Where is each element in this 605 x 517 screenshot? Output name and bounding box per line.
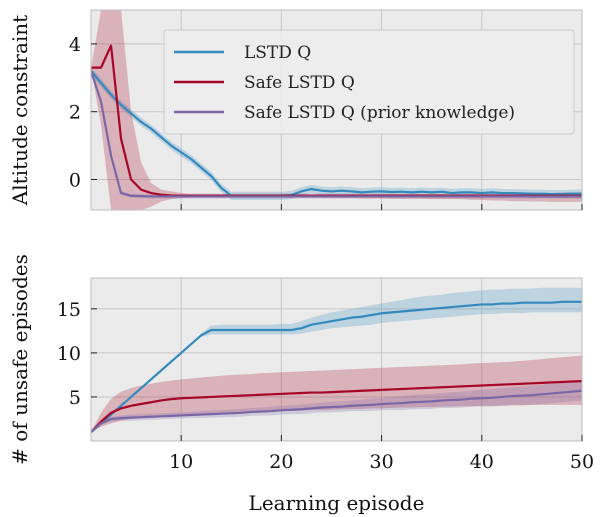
- x-tick-label: 40: [470, 451, 494, 473]
- legend-box: [163, 29, 575, 135]
- series-line: [91, 389, 582, 434]
- x-tick-label: 20: [269, 451, 293, 473]
- legend-entry: Safe LSTD Q (prior knowledge): [244, 103, 515, 123]
- x-tick-label: 50: [570, 451, 594, 473]
- x-tick-label: 30: [369, 451, 393, 473]
- plot-area: [91, 287, 582, 434]
- unsafe-episodes-panel: 10 20 30 40 50 5 10 15 # of unsafe episodes Learn…: [8, 254, 594, 515]
- legend: LSTD Q Safe LSTD Q Safe LSTD Q (prior know…: [163, 29, 575, 135]
- x-axis-label: Learning episode: [249, 491, 425, 515]
- plot-frame: [90, 277, 583, 442]
- y-axis-label: Altitude constraint: [8, 15, 32, 206]
- y-tick-label: 0: [69, 169, 81, 191]
- plot-area: [91, 10, 582, 210]
- series-line: [91, 70, 582, 197]
- y-tick-label: 10: [57, 343, 81, 365]
- plot-frame: [90, 9, 583, 211]
- y-axis-label: # of unsafe episodes: [8, 254, 32, 465]
- altitude-constraint-panel: 0 2 4 Altitude constraint LSTD Q Safe LSTD Q S…: [8, 9, 583, 211]
- series-line: [91, 300, 582, 434]
- y-tick-label: 15: [57, 299, 81, 321]
- y-tick-label: 4: [69, 34, 81, 56]
- legend-entry: LSTD Q: [244, 43, 311, 63]
- series-line: [91, 70, 582, 198]
- y-tick-label: 5: [69, 387, 81, 409]
- legend-entry: Safe LSTD Q: [244, 73, 355, 93]
- x-tick-label: 10: [169, 451, 193, 473]
- y-tick-label: 2: [69, 102, 81, 124]
- series-line: [91, 379, 582, 433]
